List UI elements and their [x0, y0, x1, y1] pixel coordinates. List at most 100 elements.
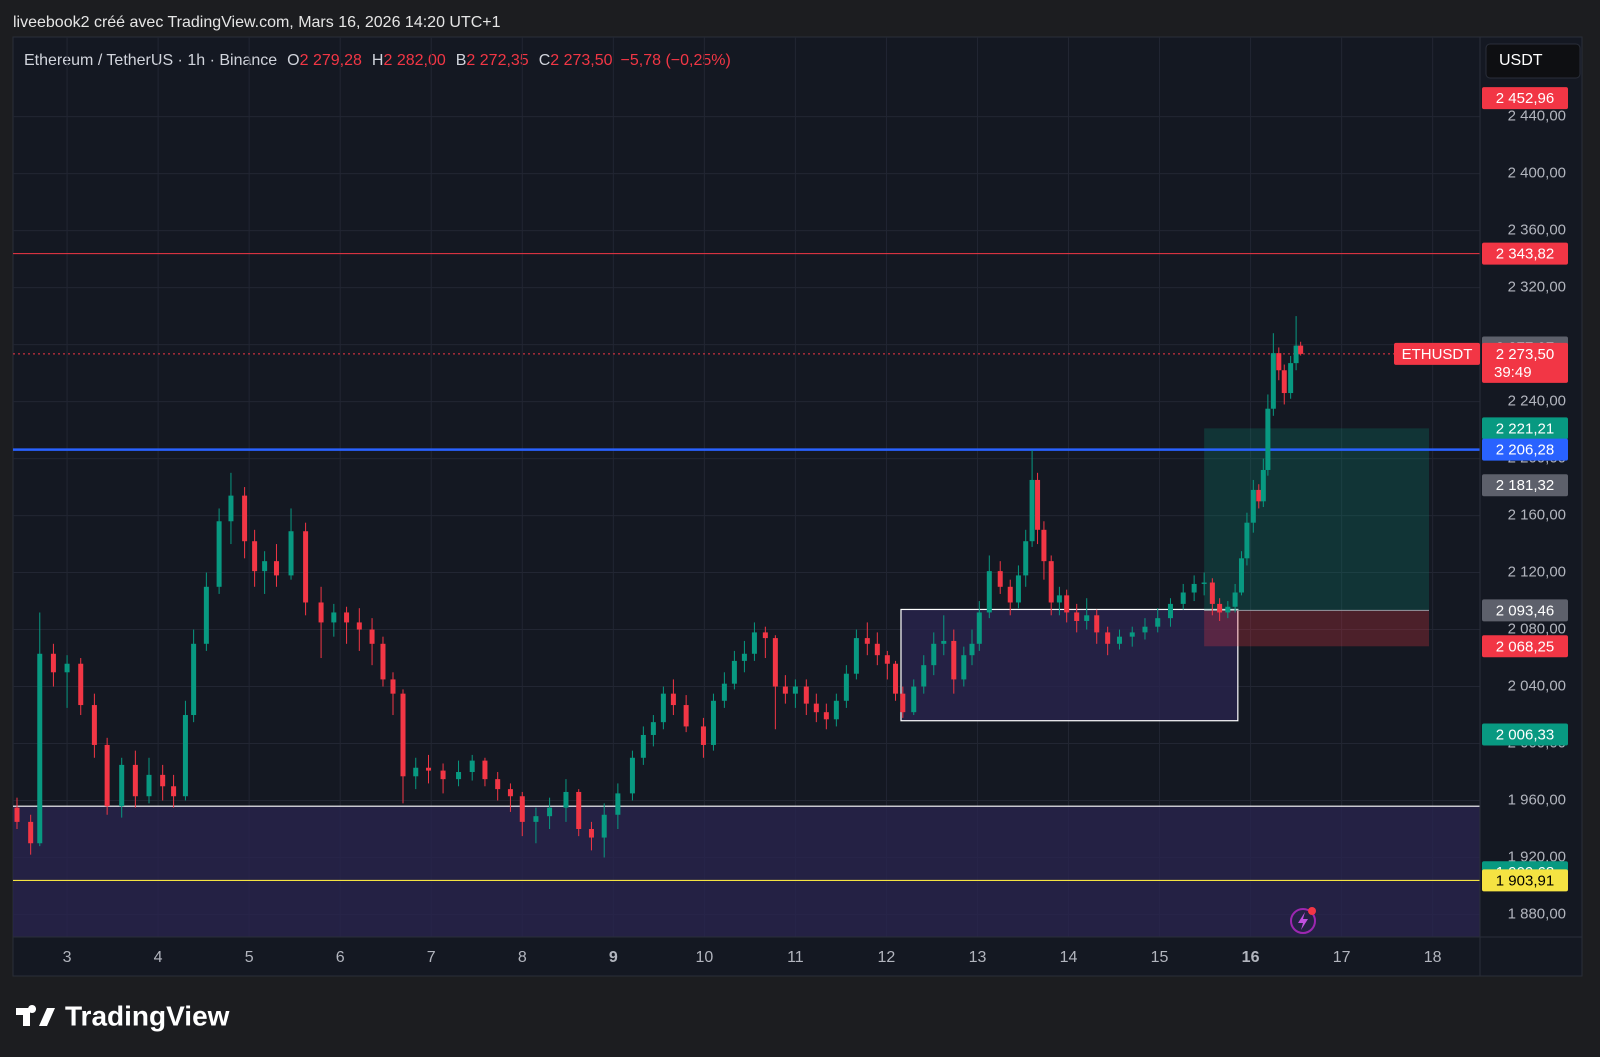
- x-tick-label: 16: [1242, 949, 1260, 966]
- candle-body: [931, 643, 937, 666]
- candle-body: [976, 612, 982, 644]
- candle-body: [941, 640, 947, 644]
- candle-body: [191, 643, 197, 716]
- candle-body: [78, 663, 84, 706]
- candle-body: [1244, 522, 1250, 559]
- candle-body: [228, 495, 234, 522]
- legend-symbol: Ethereum / TetherUS · 1h · Binance: [24, 52, 277, 69]
- candle-body: [1293, 345, 1299, 364]
- price-label: 2 452,96: [1496, 90, 1554, 107]
- candle-body: [1180, 592, 1186, 604]
- candle-body: [1225, 606, 1231, 613]
- price-label-box: [1482, 438, 1568, 461]
- y-tick-label: 2 360,00: [1508, 222, 1566, 239]
- candle-body: [1007, 586, 1013, 603]
- x-tick-label: 3: [63, 949, 72, 966]
- legend-value: 2 272,35: [466, 52, 528, 69]
- candle-body: [369, 629, 375, 644]
- price-label: 2 221,21: [1496, 420, 1554, 437]
- range-box: [900, 608, 1239, 722]
- x-tick-label: 9: [609, 949, 618, 966]
- symbol-label-box: [1394, 342, 1480, 365]
- candle-body: [318, 602, 324, 623]
- candle-body: [356, 622, 362, 630]
- candle-body: [833, 700, 839, 720]
- candle-body: [951, 640, 957, 680]
- candle-body: [400, 693, 406, 777]
- candle-body: [456, 772, 462, 780]
- candle-body: [588, 829, 594, 838]
- y-tick-label: 2 400,00: [1508, 165, 1566, 182]
- candle-body: [893, 663, 899, 694]
- candle-body: [1238, 558, 1244, 593]
- candle-body: [1048, 561, 1054, 603]
- price-label: 2 206,28: [1496, 442, 1554, 459]
- candle-body: [969, 643, 975, 656]
- candle-body: [563, 791, 569, 808]
- y-tick-label: 2 080,00: [1508, 621, 1566, 638]
- candle-body: [900, 693, 906, 713]
- caption: liveebook2 créé avec TradingView.com, Ma…: [13, 14, 501, 31]
- alert-dot[interactable]: [1308, 907, 1316, 915]
- candle-body: [921, 665, 927, 687]
- candle-body: [331, 612, 337, 623]
- candle-body: [160, 774, 166, 787]
- y-tick-label: 2 040,00: [1508, 678, 1566, 695]
- candle-body: [469, 760, 475, 773]
- x-tick-label: 4: [154, 949, 163, 966]
- candle-body: [615, 793, 621, 815]
- candle-body: [262, 561, 268, 572]
- currency[interactable]: USDT: [1499, 52, 1543, 69]
- candle-body: [683, 705, 689, 727]
- candle-body: [911, 686, 917, 713]
- candle-body: [37, 653, 43, 844]
- candle-body: [1023, 541, 1029, 576]
- price-label: 2 068,25: [1496, 638, 1554, 655]
- alert-bolt[interactable]: [1298, 912, 1308, 930]
- price-label-box: [1482, 723, 1568, 746]
- price-label: 2 093,46: [1496, 602, 1554, 619]
- x-tick-label: 12: [878, 949, 896, 966]
- position-target: [1204, 428, 1430, 611]
- x-tick-label: 8: [518, 949, 527, 966]
- candle-body: [986, 571, 992, 613]
- candle-body: [390, 679, 396, 694]
- candle-body: [1084, 615, 1090, 621]
- legend: Ethereum / TetherUS · 1h · Binance O2 279…: [24, 52, 731, 69]
- candle-body: [843, 673, 849, 701]
- position-stop: [1204, 610, 1430, 647]
- x-tick-label: 6: [336, 949, 345, 966]
- candle-body: [507, 789, 513, 797]
- x-tick-label: 11: [787, 949, 804, 966]
- candle-body: [440, 770, 446, 780]
- alert-ring[interactable]: [1290, 908, 1316, 934]
- candle-body: [864, 638, 870, 644]
- legend-key: H: [372, 52, 384, 69]
- candle-body: [146, 774, 152, 797]
- alert-icon[interactable]: [1290, 907, 1316, 934]
- candle-body: [495, 779, 501, 790]
- candle-body: [1260, 469, 1266, 502]
- x-tick-label: 10: [695, 949, 713, 966]
- candle-body: [1116, 636, 1122, 644]
- candle-body: [670, 693, 676, 706]
- candle-body: [1201, 582, 1207, 584]
- candle-body: [1276, 353, 1282, 371]
- candle-body: [1129, 632, 1135, 637]
- legend-value: 2 273,50: [550, 52, 612, 69]
- candle-body: [303, 531, 309, 603]
- candle-body: [741, 653, 747, 661]
- candle-body: [1035, 479, 1041, 530]
- candle-body: [533, 816, 539, 822]
- candle-body: [884, 655, 890, 664]
- candle-body: [601, 814, 607, 838]
- legend-key: O: [287, 52, 299, 69]
- price-label: 2 006,33: [1496, 726, 1554, 743]
- x-tick-label: 14: [1060, 949, 1078, 966]
- x-tick-label: 13: [969, 949, 987, 966]
- candle-body: [762, 632, 768, 639]
- candle-body: [629, 757, 635, 794]
- currency-button[interactable]: [1485, 43, 1581, 79]
- symbol-label: ETHUSDT: [1402, 346, 1473, 363]
